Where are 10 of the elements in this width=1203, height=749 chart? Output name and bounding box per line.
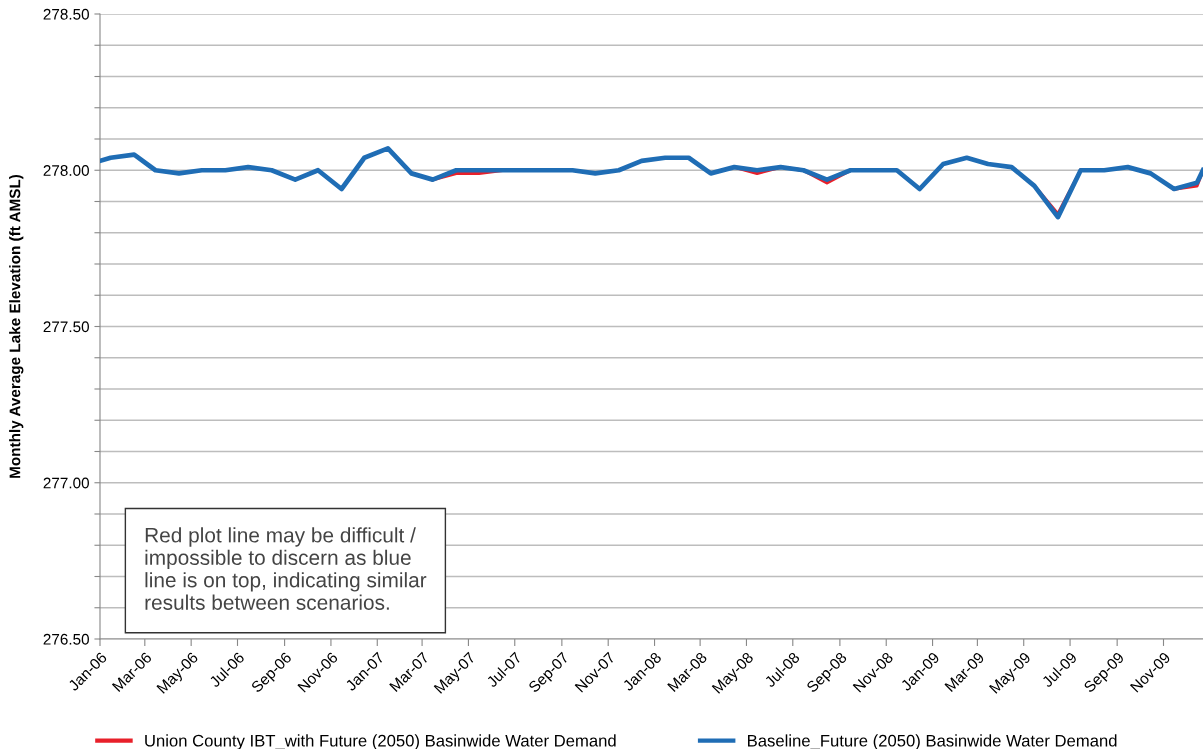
y-tick-label: 277.50 <box>43 321 89 333</box>
y-tick-label: 278.50 <box>43 8 89 20</box>
y-tick-label: 277.00 <box>43 477 89 489</box>
legend-label: Baseline_Future (2050) Basinwide Water Demand <box>748 734 1117 749</box>
legend-label: Union County IBT_with Future (2050) Basinwide Water Demand <box>145 734 616 749</box>
line-series <box>100 146 1203 220</box>
annotation: Red plot line may be difficult / impossible to discern as blue line is on top, indicating similar results between scenarios. <box>145 527 427 610</box>
y-tick-label: 278.00 <box>43 165 89 176</box>
y-tick-label: 276.50 <box>43 633 89 645</box>
y-axis-title: Monthly Average Lake Elevation (ft AMSL) <box>9 174 24 478</box>
